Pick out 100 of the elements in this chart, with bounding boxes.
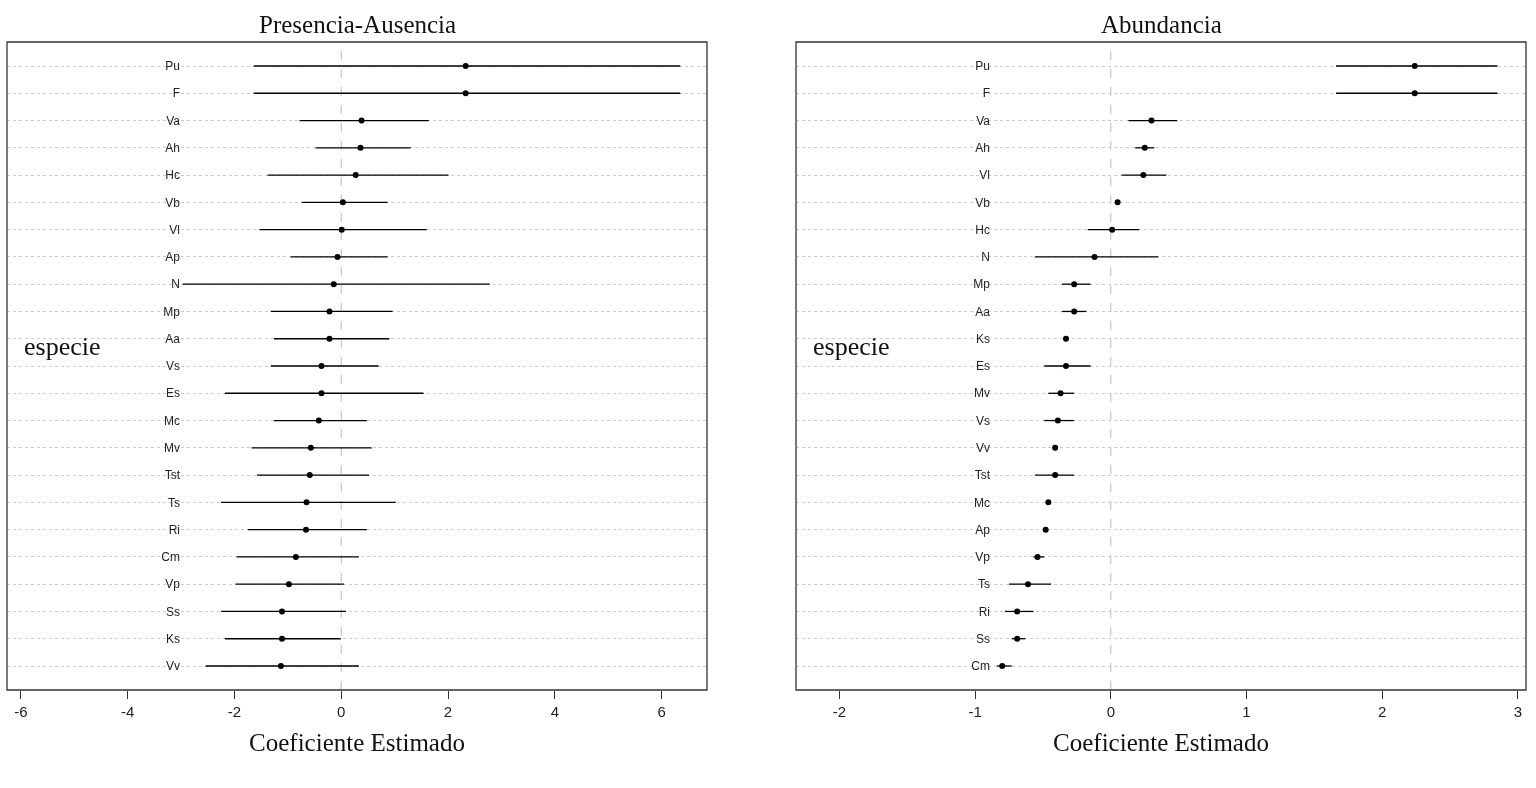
y-tick-label: Ts — [978, 577, 990, 592]
y-tick-label: Mp — [163, 304, 181, 319]
x-tick-label: 2 — [443, 703, 453, 720]
point — [318, 390, 325, 397]
y-axis-title: especie — [813, 332, 890, 361]
y-tick-label: Ap — [975, 522, 991, 537]
y-tick-label: Hc — [975, 222, 990, 237]
y-tick-label: Vl — [979, 168, 990, 183]
y-tick-label: Vv — [975, 441, 990, 456]
y-axis-title: especie — [24, 332, 101, 361]
y-tick-label: Ks — [975, 331, 990, 346]
point — [1025, 581, 1032, 588]
y-tick-label: Tst — [164, 468, 181, 483]
y-tick-label: Ss — [975, 631, 990, 646]
point — [1052, 472, 1059, 479]
y-tick-label: Vv — [165, 659, 180, 674]
y-tick-label: Cm — [161, 550, 180, 565]
x-tick-label: 6 — [657, 703, 666, 720]
point — [1071, 281, 1078, 288]
y-tick-label: Va — [166, 113, 181, 128]
y-tick-label: Ah — [165, 141, 180, 156]
y-tick-label: Pu — [165, 59, 180, 74]
point — [303, 526, 310, 533]
point — [303, 499, 310, 506]
point — [357, 144, 364, 151]
point — [1063, 363, 1070, 369]
y-tick-label: F — [982, 86, 990, 101]
point — [462, 90, 469, 97]
x-tick-label: 0 — [1106, 703, 1115, 720]
point — [292, 553, 299, 560]
point — [1411, 90, 1418, 97]
y-tick-label: Va — [976, 113, 991, 128]
y-tick-label: Es — [975, 359, 990, 374]
y-tick-label: Mv — [164, 441, 180, 456]
chart-title: Abundancia — [1101, 11, 1222, 38]
point — [330, 281, 337, 288]
point — [318, 363, 325, 369]
point — [326, 308, 333, 315]
y-tick-label: Vp — [975, 550, 991, 565]
point — [285, 581, 292, 588]
y-tick-label: Mc — [164, 413, 180, 428]
point — [1054, 417, 1061, 424]
y-tick-label: Vb — [165, 195, 181, 210]
y-tick-label: Tst — [974, 468, 991, 483]
point — [315, 417, 322, 424]
y-tick-label: Vs — [165, 359, 180, 374]
point — [1071, 308, 1078, 315]
point — [999, 663, 1006, 669]
y-tick-label: Ks — [165, 631, 180, 646]
point — [1109, 226, 1116, 233]
point — [326, 335, 333, 342]
point — [1014, 635, 1021, 642]
y-tick-label: F — [172, 86, 180, 101]
y-tick-label: N — [981, 250, 990, 265]
point — [1057, 390, 1064, 397]
y-tick-label: N — [171, 277, 180, 292]
x-tick-label: 3 — [1513, 703, 1523, 720]
x-axis-title: Coeficiente Estimado — [1053, 729, 1269, 756]
point — [339, 199, 346, 206]
y-tick-label: Hc — [165, 168, 180, 183]
point — [1034, 553, 1041, 560]
y-tick-label: Vb — [975, 195, 991, 210]
point — [1091, 253, 1098, 260]
y-tick-label: Aa — [975, 304, 991, 319]
y-tick-label: Ah — [975, 141, 990, 156]
x-tick-label: -1 — [968, 703, 982, 720]
y-tick-label: Cm — [971, 659, 990, 674]
x-tick-label: -2 — [227, 703, 242, 720]
point — [278, 635, 285, 642]
point — [307, 444, 314, 451]
point — [1140, 172, 1147, 179]
x-tick-label: 4 — [550, 703, 559, 720]
x-axis-title: Coeficiente Estimado — [249, 729, 465, 756]
point — [306, 472, 313, 479]
x-tick-label: -6 — [14, 703, 28, 720]
point — [338, 226, 345, 233]
point — [462, 63, 469, 69]
y-tick-label: Mp — [973, 277, 991, 292]
chart-title: Presencia-Ausencia — [259, 11, 457, 38]
y-tick-label: Pu — [975, 59, 990, 74]
y-tick-label: Es — [165, 386, 180, 401]
x-tick-label: 0 — [337, 703, 346, 720]
point — [1148, 117, 1155, 124]
x-tick-label: -4 — [121, 703, 135, 720]
point — [352, 172, 359, 179]
y-tick-label: Ss — [165, 604, 180, 619]
x-tick-label: 2 — [1378, 703, 1387, 720]
point — [358, 117, 365, 124]
point — [1141, 144, 1148, 151]
point — [334, 253, 341, 260]
point — [278, 608, 285, 615]
y-tick-label: Mc — [974, 495, 990, 510]
point — [1014, 608, 1021, 615]
y-tick-label: Mv — [974, 386, 990, 401]
y-tick-label: Ri — [978, 604, 990, 619]
y-tick-label: Ri — [168, 522, 180, 537]
y-tick-label: Ap — [165, 250, 181, 265]
y-tick-label: Aa — [165, 331, 181, 346]
y-tick-label: Vs — [975, 413, 990, 428]
point — [277, 663, 284, 669]
